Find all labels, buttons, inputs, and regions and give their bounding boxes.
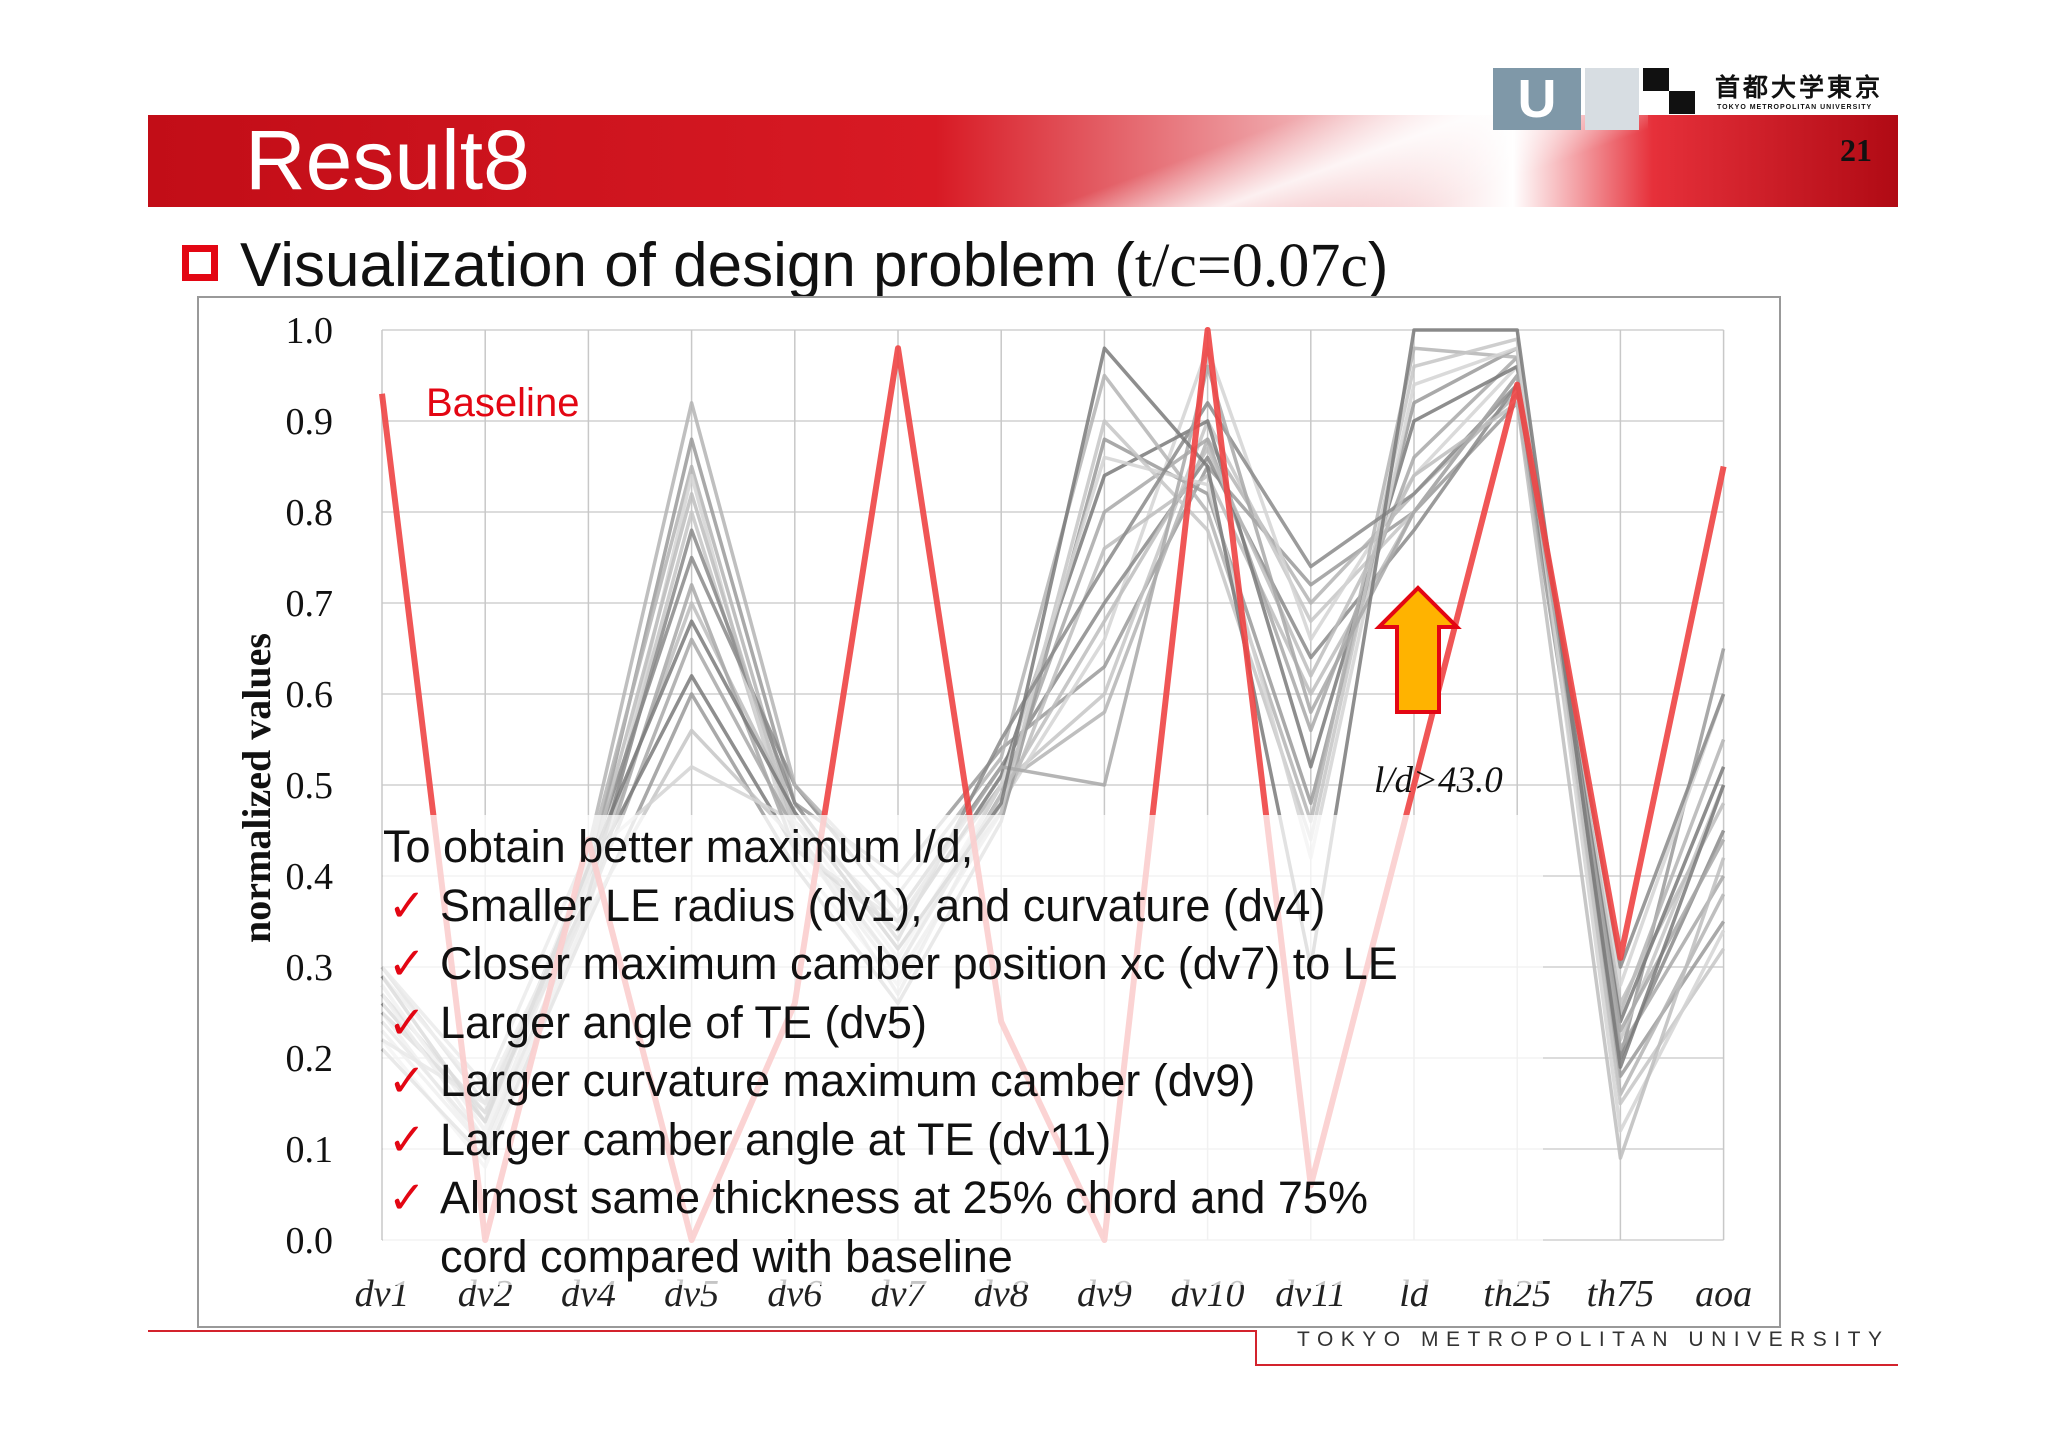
y-tick-label: 0.4 [286, 856, 334, 898]
callout-item: ✓ Larger camber angle at TE (dv11) [383, 1111, 1398, 1170]
callout-item-text: Closer maximum camber position xc (dv7) … [440, 938, 1398, 989]
callout-item: ✓ Closer maximum camber position xc (dv7)… [383, 935, 1398, 994]
up-arrow-icon [1374, 585, 1462, 714]
y-tick-label: 0.9 [286, 401, 334, 443]
title-banner [148, 115, 1898, 207]
footer-text: TOKYO METROPOLITAN UNIVERSITY [1297, 1328, 1890, 1351]
heading-math: t/c=0.07c [1134, 232, 1368, 300]
check-icon: ✓ [388, 879, 426, 931]
callout-item-text: Larger curvature maximum camber (dv9) [440, 1055, 1256, 1106]
callout-item: ✓ Almost same thickness at 25% chord and … [383, 1169, 1398, 1228]
y-tick-label: 0.8 [286, 492, 334, 534]
y-tick-label: 0.5 [286, 765, 334, 807]
page-number: 21 [1840, 132, 1872, 168]
ld-threshold-label: l/d>43.0 [1374, 760, 1503, 801]
y-axis-title: normalized values [234, 633, 279, 943]
tmu-logo-english: TOKYO METROPOLITAN UNIVERSITY [1717, 104, 1873, 111]
x-tick-label: aoa [1695, 1273, 1752, 1315]
heading-text: Visualization of design problem ( [240, 231, 1135, 300]
solution-series-line [380, 401, 1726, 1160]
y-tick-label: 0.7 [286, 583, 334, 625]
y-tick-label: 0.2 [286, 1038, 334, 1080]
callout-box [383, 815, 1543, 1285]
callout-item-text: Smaller LE radius (dv1), and curvature (… [440, 879, 1326, 931]
x-tick-label: th75 [1587, 1273, 1655, 1315]
callout-item: ✓ Larger curvature maximum camber (dv9) [383, 1052, 1398, 1111]
check-icon: ✓ [388, 1172, 426, 1223]
check-icon: ✓ [388, 1055, 426, 1106]
slide-heading: Visualization of design problem (t/c=0.0… [240, 231, 1389, 300]
y-tick-label: 0.0 [286, 1220, 334, 1262]
y-tick-label: 1.0 [286, 310, 334, 352]
tmu-logo-japanese: 首都大学東京 [1715, 73, 1884, 102]
y-tick-label: 0.1 [286, 1129, 334, 1171]
baseline-label: Baseline [426, 381, 579, 425]
university-of-toyama-logo: U [1493, 68, 1581, 130]
footer-rule [148, 1330, 1256, 1332]
y-tick-label: 0.3 [286, 947, 334, 989]
slide-title: Result8 [245, 113, 530, 207]
callout-item-text: Larger camber angle at TE (dv11) [440, 1113, 1112, 1165]
callout-item-text: Larger angle of TE (dv5) [440, 996, 927, 1048]
check-icon: ✓ [388, 1113, 426, 1165]
heading-bullet-icon [182, 245, 218, 281]
callout-item-continuation: cord compared with baseline [440, 1230, 1013, 1282]
callout-item: ✓ Smaller LE radius (dv1), and curvature … [383, 877, 1398, 936]
toyama-logo-panel [1585, 68, 1639, 130]
callout-text: To obtain better maximum l/d, ✓ Smaller L… [383, 818, 1398, 1286]
callout-item-text: Almost same thickness at 25% chord and 7… [440, 1172, 1368, 1223]
callout-intro: To obtain better maximum l/d, [383, 821, 974, 872]
tmu-checker-logo [1643, 68, 1695, 114]
check-icon: ✓ [388, 938, 426, 989]
check-icon: ✓ [388, 996, 426, 1048]
callout-item: ✓ Larger angle of TE (dv5) [383, 994, 1398, 1053]
heading-close: ) [1367, 231, 1389, 300]
y-tick-label: 0.6 [286, 674, 334, 716]
banner-highlight [1048, 115, 1648, 207]
footer-rule-step [1255, 1330, 1257, 1366]
footer-rule-lower [1255, 1364, 1898, 1366]
